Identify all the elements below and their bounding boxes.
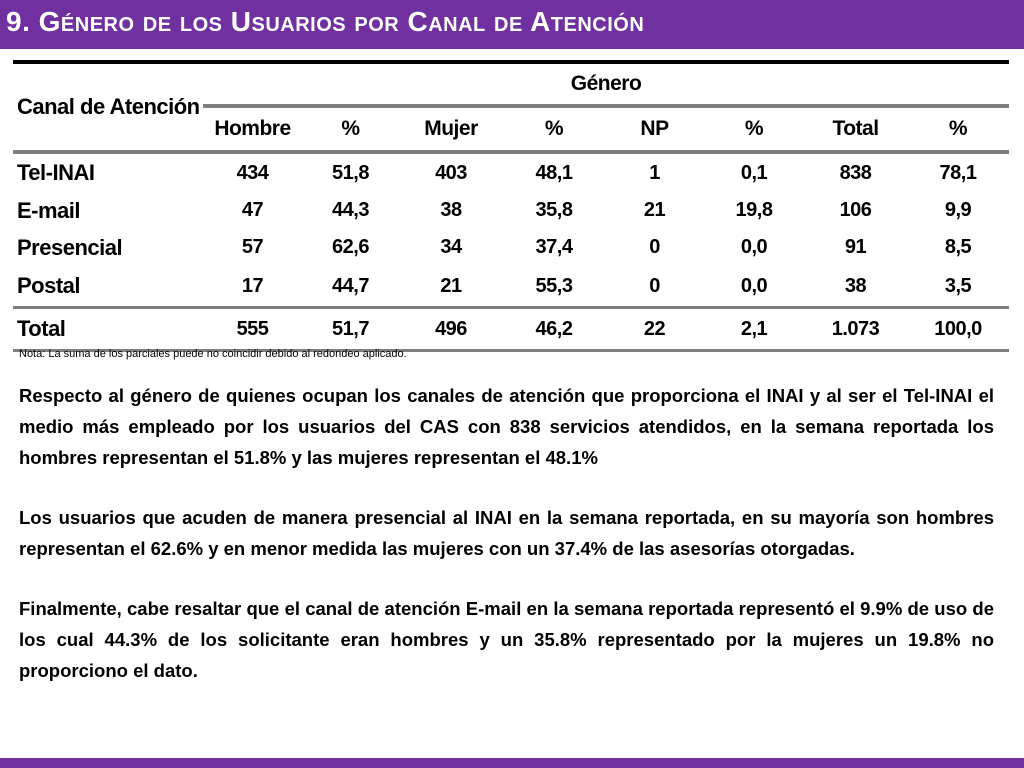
cell-hombre: 555 (203, 307, 302, 352)
table-row: Presencial 57 62,6 34 37,4 0 0,0 91 8,5 (13, 229, 1009, 266)
table-row: Postal 17 44,7 21 55,3 0 0,0 38 3,5 (13, 266, 1010, 309)
gender-by-channel-table: Canal de Atención Género Hombre % Mujer … (13, 60, 1010, 352)
column-header-mujer: Mujer (399, 106, 503, 154)
table-row: E-mail 47 44,3 38 35,8 21 19,8 106 9,9 (13, 192, 1009, 229)
column-header-hombre-pct: % (302, 106, 399, 154)
header-bar: 9. Género de los Usuarios por Canal de A… (0, 0, 1024, 49)
cell-hombre: 57 (241, 236, 264, 258)
cell-np: 0 (649, 236, 660, 258)
table-header-row-group: Canal de Atención Género (13, 62, 1010, 154)
cell-hombre-pct: 44,3 (332, 199, 369, 221)
cell-total: 1.073 (804, 307, 907, 352)
cell-total-pct: 100,0 (907, 307, 1010, 352)
cell-np: 0 (605, 266, 704, 309)
cell-total: 91 (844, 236, 867, 258)
table-note: Nota: La suma de los parciales puede no … (19, 348, 407, 360)
cell-hombre: 47 (241, 199, 264, 221)
table-header-row-columns: Hombre % Mujer % NP % Total % (13, 106, 1010, 154)
cell-mujer: 34 (440, 236, 462, 258)
cell-mujer: 38 (440, 199, 462, 221)
paragraph-presencial: Los usuarios que acuden de manera presen… (19, 507, 994, 559)
column-header-total-pct: % (907, 106, 1010, 154)
body-text: Respecto al género de quienes ocupan los… (19, 380, 994, 715)
cell-total-pct: 8,5 (944, 236, 972, 258)
cell-mujer: 496 (399, 307, 503, 352)
cell-total: 838 (839, 161, 872, 184)
column-header-total: Total (804, 106, 907, 154)
cell-hombre-pct: 51,8 (332, 161, 369, 184)
cell-hombre: 17 (203, 266, 302, 309)
cell-hombre-pct: 44,7 (302, 266, 399, 309)
cell-np-pct: 19,8 (735, 199, 773, 221)
cell-np-pct: 0,0 (704, 266, 804, 309)
gender-group-header: Género (203, 62, 1010, 108)
cell-total-pct: 3,5 (907, 266, 1010, 309)
cell-np: 22 (605, 307, 704, 352)
channel-column-header: Canal de Atención (13, 62, 203, 154)
cell-mujer-pct: 37,4 (535, 236, 573, 258)
table-total-row: Total 555 51,7 496 46,2 22 2,1 1.073 100… (13, 307, 1010, 352)
cell-np-pct: 0,1 (740, 161, 768, 184)
cell-mujer: 21 (399, 266, 503, 309)
footer-bar (0, 758, 1024, 768)
cell-np: 1 (649, 161, 660, 184)
column-header-np: NP (605, 106, 704, 154)
row-label: E-mail (17, 197, 81, 223)
cell-total: 106 (839, 199, 872, 221)
cell-np: 21 (643, 199, 666, 221)
cell-hombre: 434 (236, 161, 269, 184)
cell-np-pct: 2,1 (704, 307, 804, 352)
cell-hombre-pct: 62,6 (332, 236, 369, 258)
total-row-label: Total (13, 307, 203, 352)
page-title: 9. Género de los Usuarios por Canal de A… (6, 6, 645, 37)
row-label: Postal (13, 266, 203, 309)
cell-hombre-pct: 51,7 (302, 307, 399, 352)
cell-mujer-pct: 46,2 (503, 307, 605, 352)
cell-total-pct: 78,1 (939, 161, 977, 184)
cell-mujer-pct: 55,3 (503, 266, 605, 309)
table-row: Tel-INAI 434 51,8 403 48,1 1 0,1 838 78,… (13, 152, 1009, 192)
paragraph-email: Finalmente, cabe resaltar que el canal d… (19, 598, 994, 681)
cell-total: 38 (804, 266, 907, 309)
cell-np-pct: 0,0 (740, 236, 768, 258)
paragraph-tel-inai: Respecto al género de quienes ocupan los… (19, 385, 994, 468)
column-header-hombre: Hombre (203, 106, 302, 154)
cell-mujer-pct: 35,8 (535, 199, 573, 221)
row-label: Presencial (17, 234, 123, 260)
cell-mujer: 403 (435, 161, 467, 184)
column-header-mujer-pct: % (503, 106, 605, 154)
gender-table-container: Canal de Atención Género Hombre % Mujer … (13, 60, 1010, 352)
column-header-np-pct: % (704, 106, 804, 154)
cell-total-pct: 9,9 (944, 199, 972, 221)
cell-mujer-pct: 48,1 (535, 161, 573, 184)
row-label: Tel-INAI (17, 160, 95, 185)
